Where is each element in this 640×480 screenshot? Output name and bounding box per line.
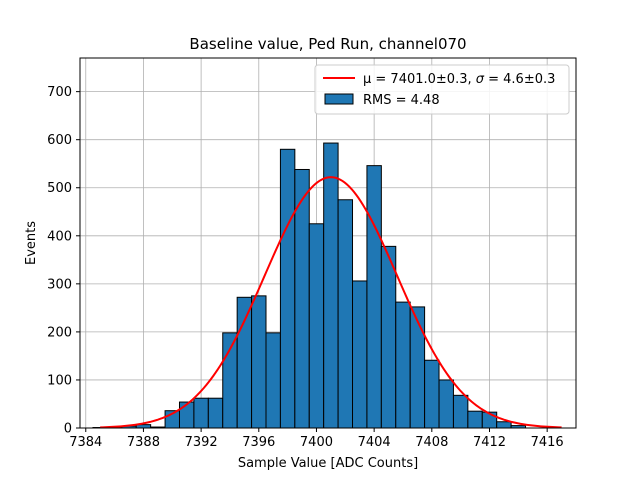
y-tick-label: 600 [47, 133, 72, 148]
y-tick-label: 700 [47, 85, 72, 100]
y-axis-ticks: 0 100 200 300 400 500 600 700 [47, 85, 80, 437]
y-tick-label: 300 [47, 277, 72, 292]
legend: μ = 7401.0±0.3, σ = 4.6±0.3 RMS = 4.48 [314, 64, 570, 115]
y-tick-label: 200 [47, 325, 72, 340]
y-tick-label: 0 [64, 422, 72, 437]
y-tick-label: 100 [47, 373, 72, 388]
x-axis-ticks: 7384 7388 7392 7396 7400 7404 7408 7412 7416 [69, 428, 564, 450]
fit-curve-layer [100, 176, 562, 429]
legend-fit-label: μ = 7401.0±0.3, σ = 4.6±0.3 [363, 72, 555, 87]
histogram-bar [438, 379, 454, 429]
x-tick-label: 7416 [531, 435, 564, 450]
legend-histogram-swatch [324, 93, 354, 105]
legend-fit-mu: μ = 7401.0±0.3, [363, 72, 476, 87]
legend-box [314, 64, 570, 115]
histogram-bar [337, 199, 354, 429]
x-axis-label: Sample Value [ADC Counts] [238, 456, 418, 471]
histogram-bar [178, 401, 195, 429]
legend-fit-sigma-symbol: σ [476, 72, 485, 87]
histogram-bar [395, 301, 411, 429]
histogram-bar [236, 296, 253, 429]
x-tick-label: 7388 [127, 435, 160, 450]
histogram-bar [193, 397, 209, 429]
gaussian-fit-curve [100, 176, 562, 429]
y-tick-label: 500 [47, 181, 72, 196]
x-tick-label: 7384 [69, 435, 102, 450]
y-tick-label: 400 [47, 229, 72, 244]
histogram-bar [366, 165, 382, 429]
histogram-bar [352, 280, 368, 429]
x-tick-label: 7408 [415, 435, 448, 450]
histogram-bar [308, 223, 325, 429]
plot-frame [79, 57, 577, 429]
histogram-bar [452, 394, 469, 429]
x-tick-label: 7412 [473, 435, 506, 450]
x-tick-label: 7400 [300, 435, 333, 450]
histogram-bar [323, 142, 339, 429]
x-tick-label: 7392 [185, 435, 218, 450]
histogram-bar [207, 397, 224, 429]
histogram-bar [409, 306, 426, 429]
histogram-bar [251, 295, 267, 429]
legend-fit-sigma-value: = 4.6±0.3 [484, 72, 555, 87]
histogram-bar [496, 421, 512, 429]
histogram-bar [467, 410, 483, 429]
y-axis-label: Events [24, 221, 39, 265]
histogram-bar [380, 245, 397, 429]
legend-histogram-label: RMS = 4.48 [363, 93, 440, 108]
chart-title: Baseline value, Ped Run, channel070 [189, 35, 466, 53]
histogram-bar [424, 359, 440, 429]
histogram-bar [279, 148, 296, 429]
histogram-bar [265, 332, 281, 429]
x-tick-label: 7396 [242, 435, 275, 450]
histogram-bars [92, 142, 527, 429]
x-tick-label: 7404 [358, 435, 391, 450]
